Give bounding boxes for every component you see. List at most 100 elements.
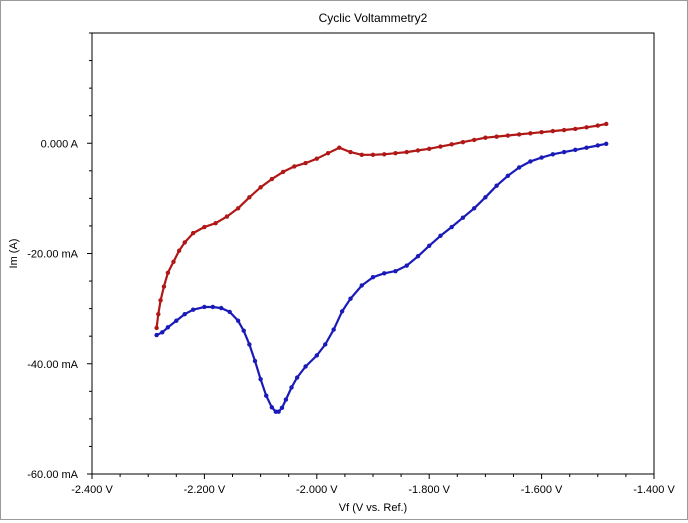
data-point [219,305,224,311]
data-point [279,405,285,411]
series-1 [154,121,609,331]
x-tick-label: -2.400 V [71,484,113,496]
data-point [303,364,308,369]
data-point [370,152,376,158]
data-point [258,376,263,382]
data-point [171,259,176,264]
data-point [460,215,466,220]
data-point [382,271,387,276]
data-point [337,145,342,150]
data-point [182,311,187,317]
data-point [252,358,258,364]
data-point [314,353,319,358]
data-point [303,160,308,166]
data-point [283,397,289,402]
data-point [584,145,589,150]
series-layer [154,121,609,414]
data-point [339,309,345,314]
data-point [289,385,294,390]
data-point [224,214,230,219]
data-point [359,283,364,288]
data-point [294,375,300,380]
x-tick-label: -2.000 V [296,484,338,496]
data-point [323,342,328,347]
y-axis-title: Im (A) [8,239,20,269]
data-point [331,327,336,332]
x-tick-label: -1.600 V [521,484,563,496]
data-point [370,275,376,280]
data-point [471,137,477,143]
data-point [449,224,454,230]
data-point [235,206,241,211]
data-point [258,185,263,190]
data-point [182,240,187,245]
data-point [550,152,556,157]
data-point [539,130,544,135]
x-tick-label: -1.800 V [408,484,450,496]
y-tick-label: -40.00 mA [27,359,78,371]
data-point [561,127,567,133]
data-point [404,149,409,155]
series-line [155,122,608,329]
data-point [154,325,159,331]
series-2 [154,141,609,414]
data-point [213,220,218,226]
data-point [528,159,533,164]
data-point [550,128,556,134]
data-point [202,224,207,230]
data-point [595,123,600,128]
data-point [516,132,522,137]
data-point [276,409,281,414]
data-point [292,164,297,169]
data-point [505,173,511,178]
data-point [573,147,578,153]
data-point [528,131,533,136]
data-point [190,307,196,312]
data-point [573,126,578,132]
data-point [210,304,216,310]
data-point [202,304,207,310]
data-point [158,298,163,303]
data-point [449,142,454,147]
data-point [460,139,466,145]
data-point [595,143,600,148]
data-point [393,268,398,274]
data-point [415,254,421,259]
data-point [483,195,488,200]
data-point [269,405,275,410]
data-point [154,332,159,338]
data-point [604,121,609,127]
data-point [247,195,252,200]
data-point [190,230,196,236]
data-point [165,325,171,330]
data-point [176,248,182,253]
data-point [241,328,246,333]
data-point [516,165,522,170]
data-point [161,284,167,289]
data-point [584,125,589,130]
data-point [505,133,511,138]
data-point [471,206,477,211]
data-point [348,149,353,155]
data-point [264,393,269,398]
data-point [415,148,421,153]
series-line [155,142,608,413]
data-point [404,263,409,268]
plot-area [91,32,655,475]
data-point [561,149,567,155]
data-point [160,330,165,335]
data-point [235,318,241,323]
chart-title: Cyclic Voltammetry2 [319,11,428,25]
y-tick-label: -60.00 mA [27,469,78,481]
data-point [325,150,331,156]
x-tick-label: -1.400 V [633,484,675,496]
data-point [427,146,432,151]
data-point [280,169,286,175]
data-point [269,176,275,182]
data-point [539,155,544,160]
x-axis-title: Vf (V vs. Ref.) [339,502,407,514]
data-point [348,296,353,301]
data-point [165,270,171,275]
